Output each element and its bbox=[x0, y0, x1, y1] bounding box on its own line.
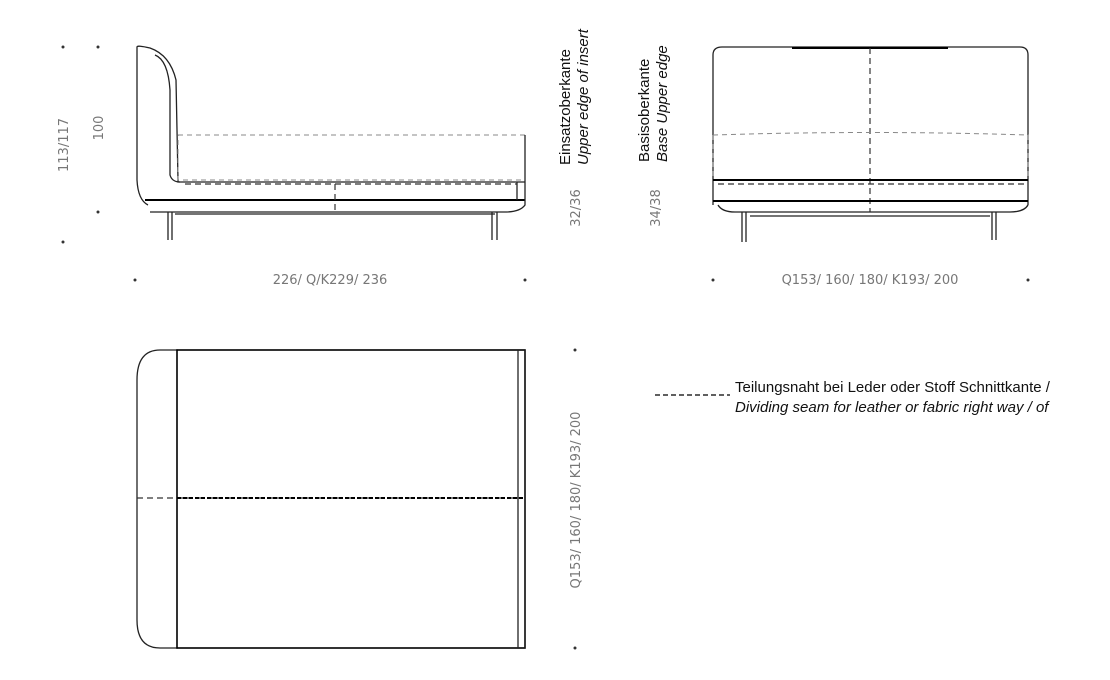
base bbox=[150, 135, 526, 213]
legend-text: Teilungsnaht bei Leder oder Stoff Schnit… bbox=[735, 379, 1051, 396]
top-view bbox=[136, 349, 526, 649]
headboard-back bbox=[136, 47, 149, 206]
front-view bbox=[712, 46, 1029, 242]
dimension: Q153/ 160/ 180/ K193/ 200 bbox=[569, 412, 584, 589]
dot bbox=[573, 646, 577, 650]
dot bbox=[96, 210, 100, 214]
dimension: 226/ Q/K229/ 236 bbox=[273, 273, 388, 288]
dot bbox=[61, 45, 65, 49]
dimension: 34/38 bbox=[649, 189, 664, 226]
dot bbox=[133, 278, 137, 282]
mattress bbox=[177, 134, 526, 181]
dot bbox=[711, 278, 715, 282]
dimension: 32/36 bbox=[569, 189, 584, 226]
dimension: 100 bbox=[92, 116, 107, 141]
label: Upper edge of insert bbox=[575, 28, 592, 165]
base bbox=[717, 204, 1029, 213]
legs bbox=[741, 212, 997, 242]
legs bbox=[167, 212, 498, 240]
dot bbox=[523, 278, 527, 282]
label: Base Upper edge bbox=[654, 45, 671, 162]
dimension: 113/117 bbox=[57, 118, 72, 172]
side-view bbox=[136, 45, 526, 240]
dot bbox=[61, 240, 65, 244]
dot bbox=[96, 45, 100, 49]
dimension: Q153/ 160/ 180/ K193/ 200 bbox=[782, 273, 959, 288]
label: Basisoberkante bbox=[636, 59, 653, 162]
headboard bbox=[136, 45, 525, 183]
dimension-dots bbox=[61, 45, 1030, 650]
mattress bbox=[712, 132, 1029, 180]
label: Einsatzoberkante bbox=[557, 49, 574, 165]
legend-text: Dividing seam for leather or fabric righ… bbox=[735, 399, 1050, 416]
dot bbox=[573, 348, 577, 352]
headboard-inner bbox=[154, 54, 181, 183]
dot bbox=[1026, 278, 1030, 282]
headboard bbox=[136, 349, 178, 649]
